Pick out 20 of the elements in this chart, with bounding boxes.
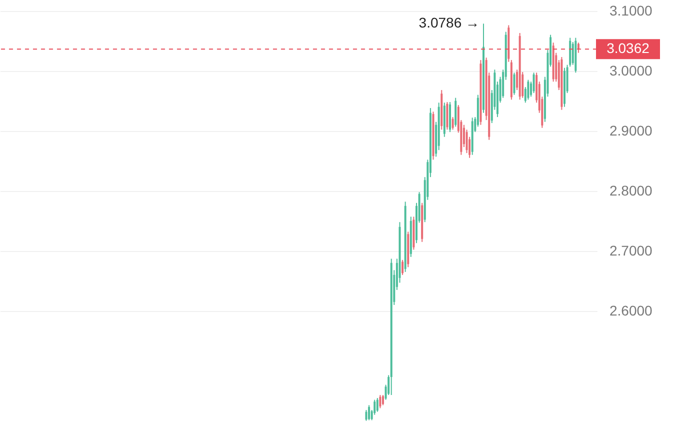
candlestick: [379, 394, 382, 409]
y-tick-label: 2.7000: [610, 242, 653, 258]
annotation: 3.0786 →: [418, 14, 480, 31]
candlestick: [532, 72, 535, 94]
y-tick-label: 2.8000: [610, 182, 653, 198]
candlestick: [368, 404, 370, 421]
y-tick-label: 3.1000: [610, 2, 653, 18]
y-tick-label: 2.9000: [610, 122, 653, 138]
y-tick-label: 3.0000: [610, 62, 653, 78]
y-tick-label: 2.6000: [610, 302, 653, 318]
candlestick: [382, 394, 384, 406]
candlestick: [376, 397, 378, 412]
candlestick: [446, 102, 448, 130]
candlestick: [466, 129, 468, 154]
ref-line-label: 3.0362: [606, 40, 650, 56]
candlestick: [527, 79, 530, 100]
candlestick: [513, 72, 516, 96]
candlestick: [402, 259, 404, 276]
candlestick: [365, 409, 368, 422]
candlestick: [452, 116, 454, 130]
